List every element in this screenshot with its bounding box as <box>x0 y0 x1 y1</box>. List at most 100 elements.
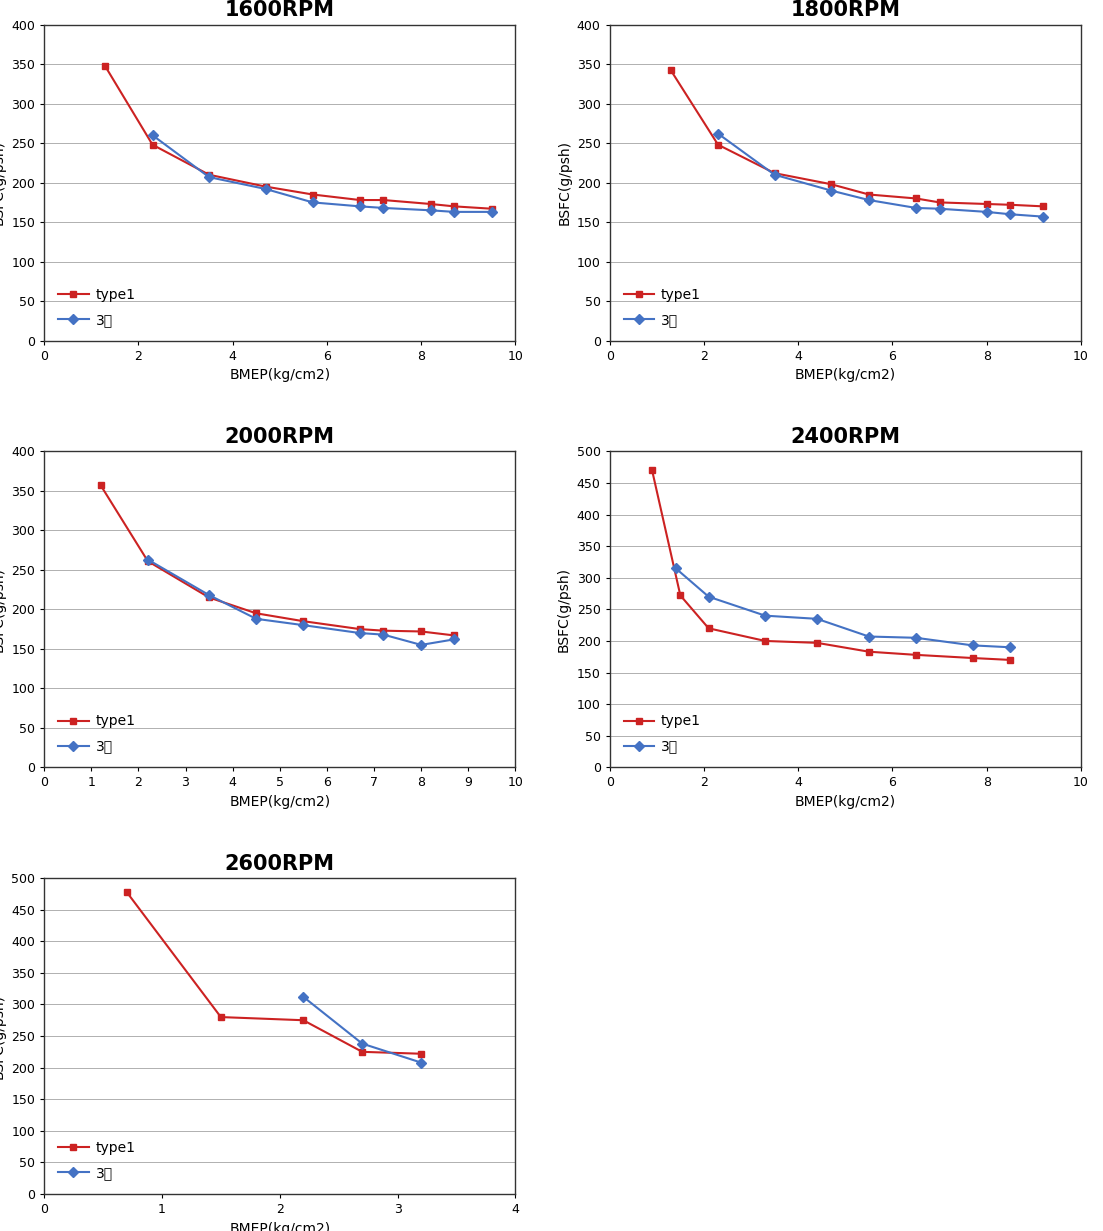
Line: 3차: 3차 <box>149 132 495 215</box>
type1 <box>1004 652 1017 667</box>
X-axis label: BMEP(kg/cm2): BMEP(kg/cm2) <box>795 368 896 383</box>
3차 <box>1037 209 1050 224</box>
X-axis label: BMEP(kg/cm2): BMEP(kg/cm2) <box>229 1221 330 1231</box>
type1 <box>249 606 263 620</box>
Title: 1800RPM: 1800RPM <box>790 0 900 20</box>
Y-axis label: BSFC(g/psh): BSFC(g/psh) <box>0 993 6 1078</box>
3차 <box>711 127 725 142</box>
Title: 2000RPM: 2000RPM <box>225 427 335 447</box>
3차 <box>259 182 272 197</box>
Legend: type1, 3차: type1, 3차 <box>617 281 708 334</box>
Legend: type1, 3차: type1, 3차 <box>51 1134 142 1187</box>
type1 <box>1004 197 1017 212</box>
3차 <box>1004 207 1017 222</box>
3차 <box>768 167 781 182</box>
Line: 3차: 3차 <box>144 556 458 649</box>
type1 <box>94 478 107 492</box>
type1 <box>645 463 658 478</box>
type1 <box>203 590 216 604</box>
X-axis label: BMEP(kg/cm2): BMEP(kg/cm2) <box>229 795 330 809</box>
Line: type1: type1 <box>101 63 495 212</box>
3차 <box>485 204 499 219</box>
Line: type1: type1 <box>667 66 1047 209</box>
3차 <box>353 199 366 214</box>
Y-axis label: BSFC(g/psh): BSFC(g/psh) <box>0 566 6 652</box>
type1 <box>146 138 159 153</box>
type1 <box>353 193 366 208</box>
type1 <box>448 199 461 214</box>
type1 <box>297 1013 310 1028</box>
type1 <box>448 628 461 643</box>
Line: 3차: 3차 <box>715 130 1047 220</box>
type1 <box>933 194 946 209</box>
type1 <box>214 1009 227 1024</box>
type1 <box>415 624 428 639</box>
Title: 2600RPM: 2600RPM <box>225 853 335 874</box>
Line: type1: type1 <box>124 889 425 1057</box>
3차 <box>415 1055 428 1070</box>
Line: type1: type1 <box>97 481 458 639</box>
3차 <box>448 632 461 646</box>
Y-axis label: BSFC(g/psh): BSFC(g/psh) <box>557 566 571 652</box>
3차 <box>203 170 216 185</box>
type1 <box>1037 199 1050 214</box>
3차 <box>702 590 715 604</box>
3차 <box>909 201 922 215</box>
3차 <box>353 625 366 640</box>
3차 <box>297 990 310 1004</box>
Legend: type1, 3차: type1, 3차 <box>617 708 708 761</box>
type1 <box>415 1046 428 1061</box>
3차 <box>297 618 310 633</box>
Line: type1: type1 <box>649 467 1014 664</box>
type1 <box>981 197 994 212</box>
Y-axis label: BSFC(g/psh): BSFC(g/psh) <box>0 140 6 225</box>
type1 <box>307 187 320 202</box>
type1 <box>759 634 772 649</box>
type1 <box>377 623 390 638</box>
type1 <box>674 588 687 603</box>
3차 <box>933 202 946 217</box>
type1 <box>424 197 437 212</box>
type1 <box>768 166 781 181</box>
type1 <box>203 167 216 182</box>
type1 <box>811 635 824 650</box>
3차 <box>141 553 154 567</box>
3차 <box>307 194 320 209</box>
3차 <box>424 203 437 218</box>
type1 <box>355 1044 368 1059</box>
Title: 1600RPM: 1600RPM <box>225 0 335 20</box>
type1 <box>353 622 366 636</box>
type1 <box>377 193 390 208</box>
3차 <box>146 128 159 143</box>
type1 <box>711 138 725 153</box>
type1 <box>297 614 310 629</box>
type1 <box>863 187 876 202</box>
Line: 3차: 3차 <box>672 565 1014 651</box>
3차 <box>670 561 683 576</box>
3차 <box>981 204 994 219</box>
3차 <box>249 612 263 627</box>
type1 <box>909 648 922 662</box>
type1 <box>825 177 838 192</box>
Y-axis label: BSFC(g/psh): BSFC(g/psh) <box>557 140 571 225</box>
type1 <box>259 180 272 194</box>
type1 <box>485 202 499 217</box>
3차 <box>355 1037 368 1051</box>
type1 <box>99 59 113 74</box>
type1 <box>664 63 677 78</box>
Legend: type1, 3차: type1, 3차 <box>51 281 142 334</box>
3차 <box>448 204 461 219</box>
X-axis label: BMEP(kg/cm2): BMEP(kg/cm2) <box>795 795 896 809</box>
type1 <box>863 644 876 659</box>
3차 <box>825 183 838 198</box>
type1 <box>909 191 922 206</box>
3차 <box>811 612 824 627</box>
Title: 2400RPM: 2400RPM <box>790 427 900 447</box>
3차 <box>415 638 428 652</box>
X-axis label: BMEP(kg/cm2): BMEP(kg/cm2) <box>229 368 330 383</box>
3차 <box>863 629 876 644</box>
type1 <box>141 554 154 569</box>
3차 <box>863 193 876 208</box>
3차 <box>1004 640 1017 655</box>
type1 <box>702 620 715 635</box>
